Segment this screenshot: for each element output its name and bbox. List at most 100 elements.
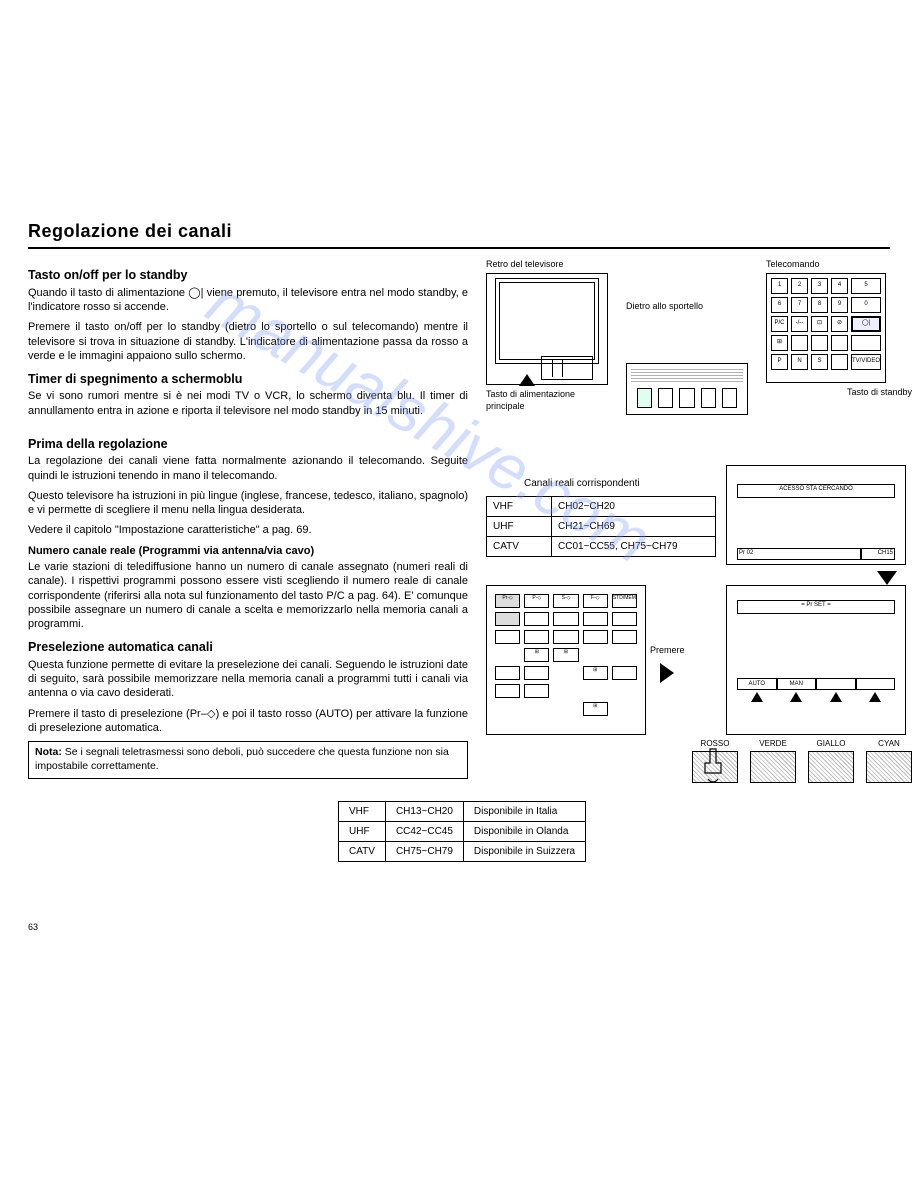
prima-heading: Prima della regolazione [28,436,468,452]
telecomando-label: Telecomando [766,259,912,271]
standby-p1: Quando il tasto di alimentazione ◯| vien… [28,286,468,315]
ch-r2c1: CC01~CC55, CH75~CH79 [552,537,716,557]
rp-a5 [612,612,637,626]
rp-f4: ⊞ [583,702,608,716]
color-cyan-col: CYAN [866,739,912,783]
mode-arrows [737,692,895,702]
right-arrow-icon [660,663,674,683]
prima-p2: Questo televisore ha istruzioni in più l… [28,489,468,518]
verde-button [750,751,796,783]
rp-d5 [612,666,637,680]
up-arrow-icon [519,374,535,386]
page-title: Regolazione dei canali [28,220,890,243]
av-r1c2: Disponibile in Olanda [463,822,585,842]
sportello-btn-3 [701,388,716,408]
premere-label: Premere [650,645,685,657]
table-row: UHFCC42~CC45Disponibile in Olanda [339,822,586,842]
rp-a4 [583,612,608,626]
av-r2c2: Disponibile in Suizzera [463,842,585,862]
rp-p: P-◇ [524,594,549,608]
rk-i [851,335,881,351]
giallo-button [808,751,854,783]
table-row: VHFCH13~CH20Disponibile in Italia [339,802,586,822]
av-r0c2: Disponibile in Italia [463,802,585,822]
giallo-label: GIALLO [808,739,854,749]
prima-p3: Vedere il capitolo "Impostazione caratte… [28,523,468,537]
table-row: CATVCH75~CH79Disponibile in Suizzera [339,842,586,862]
screen1-bar: ACESSO STA CERCANDO [737,484,895,498]
nota-text: Se i segnali teletrasmessi sono deboli, … [35,746,449,772]
rk-g [811,335,828,351]
rk-h [831,335,848,351]
rp-a2 [524,612,549,626]
rp-b5 [612,630,637,644]
color-rosso-col: ROSSO [692,739,738,783]
timer-p1: Se vi sono rumori mentre si è nei modi T… [28,389,468,418]
prima-p1: La regolazione dei canali viene fatta no… [28,454,468,483]
screen1-left: Pr 02 [737,548,861,560]
rk-f [791,335,808,351]
finger-icon [698,747,728,783]
av-r0c0: VHF [339,802,386,822]
rp-d1 [495,666,520,680]
rp-s: S-◇ [553,594,578,608]
tv-back-diagram [486,273,608,385]
av-r2c0: CATV [339,842,386,862]
main-columns: Tasto on/off per lo standby Quando il ta… [28,259,890,783]
table-row: VHFCH02~CH20 [487,497,716,517]
sportello-diagram [626,363,748,415]
mode-buttons: AUTO MAN [737,678,895,690]
mode-3 [816,678,856,690]
rk-pc: P/C [771,316,788,332]
table-row: CATVCC01~CC55, CH75~CH79 [487,537,716,557]
preselezione-p1: Questa funzione permette di evitare la p… [28,658,468,701]
title-rule [28,247,890,249]
rk-7: 7 [791,297,808,313]
ch-r1c1: CH21~CH69 [552,517,716,537]
up-arrow-4 [869,692,881,702]
rk-j [831,354,848,370]
rp-c3: ⊞ [553,648,578,662]
rk-dd: -/-- [791,316,808,332]
screen-1: ACESSO STA CERCANDO Pr 02 CH15 [726,465,906,565]
rp-std: STD/MEM [612,594,637,608]
standby-heading: Tasto on/off per lo standby [28,267,468,283]
left-column: Tasto on/off per lo standby Quando il ta… [28,259,468,783]
rk-1: 1 [771,278,788,294]
av-r2c1: CH75~CH79 [385,842,463,862]
rk-5: 5 [851,278,881,294]
rp-pr: Pr-◇ [495,594,520,608]
mode-4 [856,678,896,690]
sportello-btn-0 [637,388,652,408]
av-r1c1: CC42~CC45 [385,822,463,842]
standby-p2: Premere il tasto on/off per lo standby (… [28,320,468,363]
screen-2: = Pr SET = AUTO MAN [726,585,906,735]
rp-c2: ⊞ [524,648,549,662]
retro-label: Retro del televisore [486,259,616,271]
numero-heading: Numero canale reale (Programmi via anten… [28,544,468,558]
rp-a3 [553,612,578,626]
sportello-btn-4 [722,388,737,408]
rp-b1 [495,630,520,644]
rk-9: 9 [831,297,848,313]
color-verde-col: VERDE [750,739,796,783]
rp-f: F-◇ [583,594,608,608]
table-row: UHFCH21~CH69 [487,517,716,537]
page-number: 63 [28,922,890,934]
ch-r0c1: CH02~CH20 [552,497,716,517]
rk-3: 3 [811,278,828,294]
rk-standby: ◯| [851,316,881,332]
sportello-label: Dietro allo sportello [626,301,756,313]
rp-e2 [524,684,549,698]
cyan-label: CYAN [866,739,912,749]
rk-s: S [811,354,828,370]
numero-p1: Le varie stazioni di telediffusione hann… [28,560,468,631]
rk-p: P [771,354,788,370]
diagram-row-1: Retro del televisore Tasto di alimentazi… [486,259,912,415]
rp-d4: ⊞ [583,666,608,680]
ch-r1c0: UHF [487,517,552,537]
rk-4: 4 [831,278,848,294]
verde-label: VERDE [750,739,796,749]
sportello-btn-1 [658,388,673,408]
av-r0c1: CH13~CH20 [385,802,463,822]
